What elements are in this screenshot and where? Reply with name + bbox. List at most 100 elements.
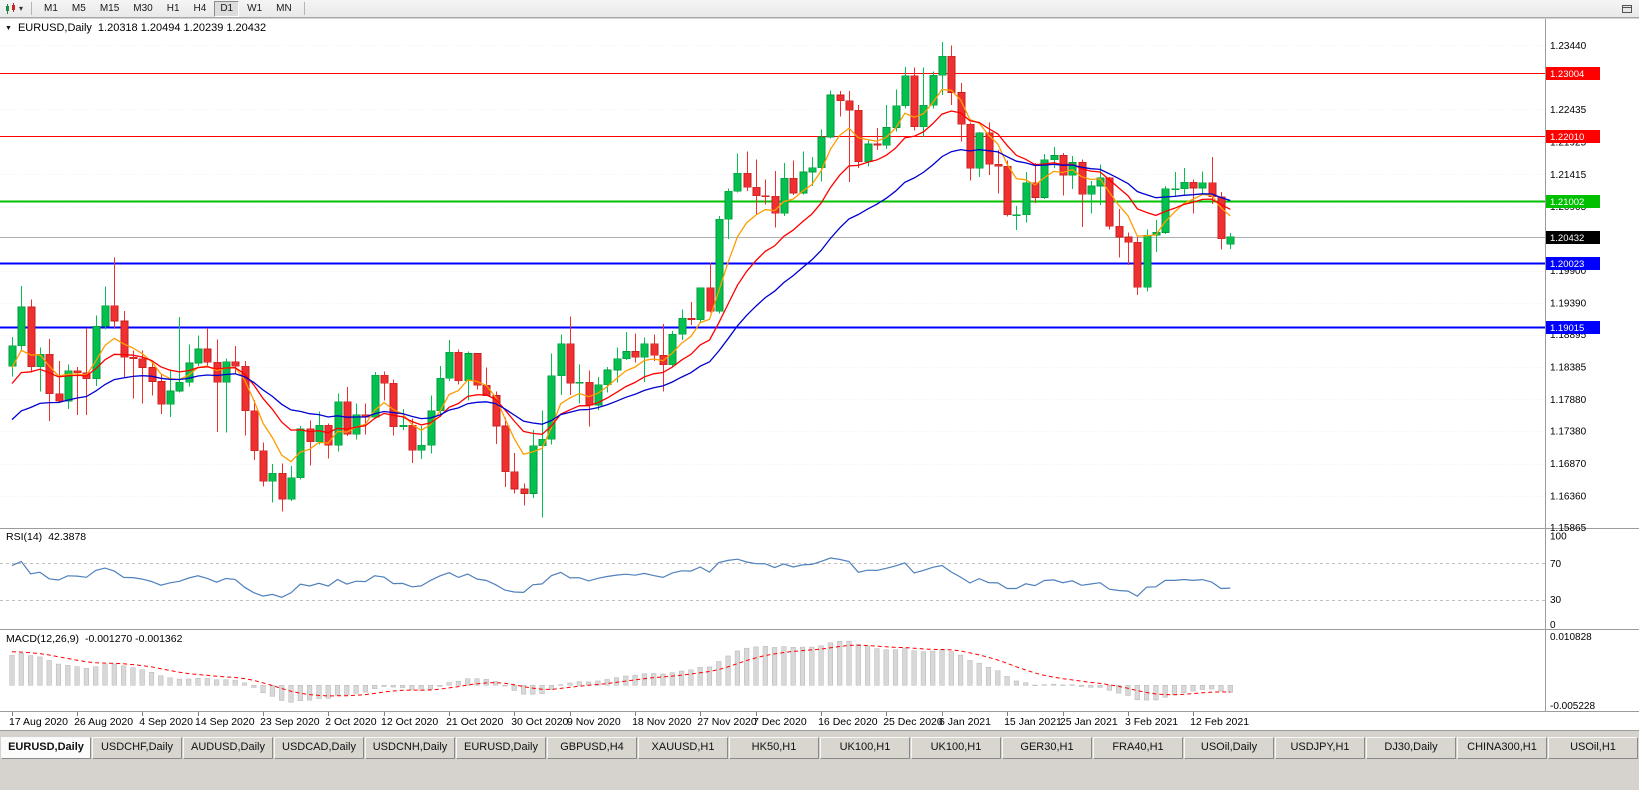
rsi-indicator-name: RSI(14): [6, 531, 43, 543]
chart-tab-usoil-daily[interactable]: USOil,Daily: [1184, 737, 1274, 759]
timeframe-button-w1[interactable]: W1: [241, 1, 268, 17]
chart-tab-china300-h1[interactable]: CHINA300,H1: [1457, 737, 1547, 759]
price-axis-label: 1.23440: [1550, 41, 1587, 52]
date-axis-label: 7 Dec 2020: [753, 716, 807, 728]
timeframe-button-m1[interactable]: M1: [38, 1, 64, 17]
price-axis-label: 1.18895: [1550, 330, 1587, 341]
chart-header: ▼ EURUSD,Daily 1.20318 1.20494 1.20239 1…: [5, 22, 266, 34]
timeframe-toolbar: ▾ M1 M5 M15 M30 H1 H4 D1 W1 MN: [0, 0, 1639, 18]
price-badge-label: 1.20023: [1550, 259, 1584, 270]
price-axis-label: 1.16870: [1550, 459, 1587, 470]
price-badge-label: 1.19015: [1550, 323, 1584, 334]
window-control-icon[interactable]: [1620, 3, 1634, 15]
chart-ohlc-values: 1.20318 1.20494 1.20239 1.20432: [97, 22, 267, 34]
date-axis-label: 12 Oct 2020: [381, 716, 438, 728]
chart-tab-eurusd-daily[interactable]: EURUSD,Daily: [456, 737, 546, 759]
rsi-axis-label: 100: [1550, 532, 1567, 543]
date-axis-label: 18 Nov 2020: [632, 716, 692, 728]
price-axis-label: 1.19390: [1550, 299, 1587, 310]
rsi-pane: 100 70 30 0: [0, 532, 1567, 631]
date-axis: 17 Aug 2020 26 Aug 2020 4 Sep 2020 14 Sep 2…: [9, 712, 1249, 728]
date-axis-label: 25 Dec 2020: [883, 716, 943, 728]
date-axis-label: 17 Aug 2020: [9, 716, 68, 728]
price-axis-label: 1.19900: [1550, 266, 1587, 277]
date-axis-label: 3 Feb 2021: [1125, 716, 1178, 728]
chart-type-icon[interactable]: [4, 2, 18, 15]
rsi-line: [11, 557, 1231, 598]
rsi-axis-label: 70: [1550, 559, 1562, 570]
macd-signal-line: [11, 644, 1231, 697]
date-axis-label: 12 Feb 2021: [1190, 716, 1249, 728]
timeframe-button-d1[interactable]: D1: [214, 0, 240, 17]
moving-average-13: [11, 110, 1231, 435]
symbol-dropdown-icon[interactable]: ▼: [5, 24, 12, 32]
date-axis-label: 25 Jan 2021: [1060, 716, 1118, 728]
grid-layer: [0, 45, 1545, 529]
date-axis-label: 4 Sep 2020: [139, 716, 193, 728]
chart-title: EURUSD,Daily: [17, 22, 92, 34]
price-axis-label: 1.21415: [1550, 170, 1587, 181]
chart-tab-gbpusd-h4[interactable]: GBPUSD,H4: [547, 737, 637, 759]
moving-averages-layer: [11, 88, 1231, 463]
macd-indicator-name: MACD(12,26,9): [6, 633, 79, 645]
moving-average-25: [11, 148, 1231, 425]
date-axis-label: 14 Sep 2020: [195, 716, 255, 728]
date-axis-label: 9 Nov 2020: [567, 716, 621, 728]
price-axis-label: 1.16360: [1550, 492, 1587, 503]
candles-layer: [8, 42, 1235, 518]
chart-tab-xauusd-h1[interactable]: XAUUSD,H1: [638, 737, 728, 759]
timeframe-button-mn[interactable]: MN: [270, 1, 298, 17]
price-axis-label: 1.22435: [1550, 105, 1587, 116]
chart-tab-bar: EURUSD,Daily USDCHF,Daily AUDUSD,Daily USDC…: [0, 737, 1639, 759]
rsi-indicator-value: 42.3878: [48, 531, 87, 543]
timeframe-button-m30[interactable]: M30: [127, 1, 158, 17]
date-axis-label: 6 Jan 2021: [939, 716, 991, 728]
date-axis-label: 15 Jan 2021: [1004, 716, 1062, 728]
chart-tab-uk100-h1[interactable]: UK100,H1: [820, 737, 910, 759]
price-axis-label: 1.15865: [1550, 523, 1587, 534]
macd-indicator-values: -0.001270 -0.001362: [84, 633, 183, 645]
price-badge-label: 1.20432: [1550, 233, 1584, 244]
price-badge-label: 1.23004: [1550, 69, 1584, 80]
chart-tab-dj30-daily[interactable]: DJ30,Daily: [1366, 737, 1456, 759]
timeframe-button-h1[interactable]: H1: [161, 1, 186, 17]
price-badges: 1.23004 1.22010 1.21002 1.20023 1.19015 1.204…: [1546, 67, 1600, 334]
chart-tab-usdcad-daily[interactable]: USDCAD,Daily: [274, 737, 364, 759]
toolbar-separator: [31, 2, 33, 15]
macd-axis-label: 0.010828: [1550, 632, 1592, 643]
chart-tab-audusd-daily[interactable]: AUDUSD,Daily: [183, 737, 273, 759]
timeframe-button-m15[interactable]: M15: [94, 1, 125, 17]
toolbar-separator: [303, 2, 305, 15]
timeframe-button-group: M1 M5 M15 M30 H1 H4 D1 W1 MN: [37, 0, 299, 17]
date-axis-label: 23 Sep 2020: [260, 716, 320, 728]
timeframe-button-m5[interactable]: M5: [66, 1, 92, 17]
price-axis-label: 1.17880: [1550, 395, 1587, 406]
price-badge-label: 1.22010: [1550, 132, 1584, 143]
date-axis-label: 30 Oct 2020: [511, 716, 568, 728]
rsi-pane-label: RSI(14) 42.3878: [6, 531, 86, 543]
date-axis-label: 2 Oct 2020: [325, 716, 377, 728]
rsi-axis-label: 0: [1550, 620, 1556, 631]
chart-tab-uk100-h1[interactable]: UK100,H1: [911, 737, 1001, 759]
chart-tab-usdchf-daily[interactable]: USDCHF,Daily: [92, 737, 182, 759]
chart-tab-eurusd-daily[interactable]: EURUSD,Daily: [1, 737, 91, 759]
price-badge-label: 1.21002: [1550, 197, 1584, 208]
chart-tab-hk50-h1[interactable]: HK50,H1: [729, 737, 819, 759]
date-axis-label: 27 Nov 2020: [697, 716, 757, 728]
chart-tab-usdjpy-h1[interactable]: USDJPY,H1: [1275, 737, 1365, 759]
moving-average-6: [11, 88, 1231, 463]
date-axis-label: 21 Oct 2020: [446, 716, 503, 728]
chart-tab-fra40-h1[interactable]: FRA40,H1: [1093, 737, 1183, 759]
price-axis-label: 1.17380: [1550, 427, 1587, 438]
date-axis-label: 16 Dec 2020: [818, 716, 878, 728]
macd-axis-label: -0.005228: [1550, 701, 1595, 712]
macd-pane-label: MACD(12,26,9) -0.001270 -0.001362: [6, 633, 182, 645]
chart-tab-usoil-h1[interactable]: USOil,H1: [1548, 737, 1638, 759]
timeframe-button-h4[interactable]: H4: [188, 1, 213, 17]
price-axis-label: 1.18385: [1550, 363, 1587, 374]
chart-tab-ger30-h1[interactable]: GER30,H1: [1002, 737, 1092, 759]
chart-tab-usdcnh-daily[interactable]: USDCNH,Daily: [365, 737, 455, 759]
chart-type-dropdown-icon[interactable]: ▾: [19, 3, 24, 13]
